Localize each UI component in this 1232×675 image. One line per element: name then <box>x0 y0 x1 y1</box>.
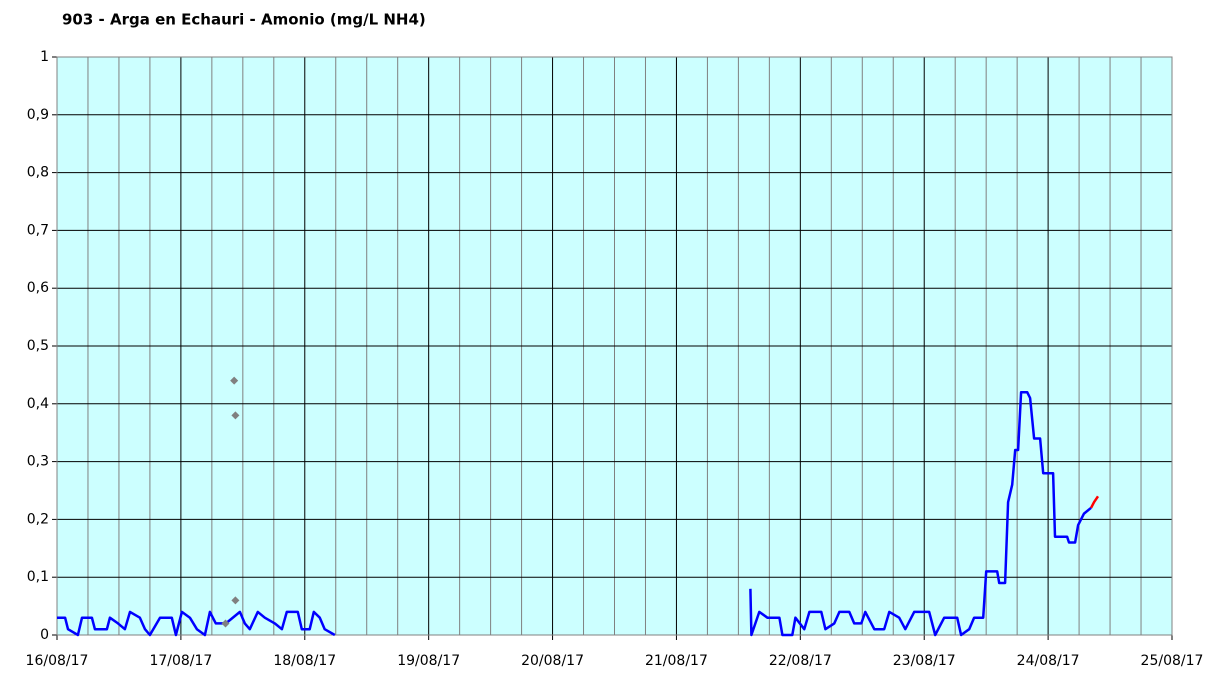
y-tick-label: 1 <box>40 49 49 65</box>
y-tick-label: 0,1 <box>27 569 49 585</box>
y-tick-label: 0,5 <box>27 338 49 354</box>
x-tick-label: 22/08/17 <box>769 653 832 669</box>
point <box>230 376 239 385</box>
line <box>57 390 1092 637</box>
y-tick-label: 0,4 <box>27 396 49 412</box>
x-tick-label: 16/08/17 <box>26 653 89 669</box>
x-tick-label: 17/08/17 <box>149 653 212 669</box>
x-tick-label: 21/08/17 <box>645 653 708 669</box>
y-tick-label: 0,9 <box>27 107 49 123</box>
point <box>221 619 230 628</box>
point <box>231 596 240 605</box>
point <box>231 411 240 420</box>
y-tick-label: 0 <box>40 627 49 643</box>
plot-border <box>56 56 1173 636</box>
x-tick-label: 20/08/17 <box>521 653 584 669</box>
line <box>1089 495 1100 509</box>
y-tick-label: 0,8 <box>27 165 49 181</box>
chart-title: 903 - Arga en Echauri - Amonio (mg/L NH4… <box>62 11 426 29</box>
y-tick-label: 0,3 <box>27 454 49 470</box>
x-tick-label: 25/08/17 <box>1141 653 1204 669</box>
x-tick-label: 18/08/17 <box>273 653 336 669</box>
x-tick-label: 23/08/17 <box>893 653 956 669</box>
x-tick-label: 19/08/17 <box>397 653 460 669</box>
x-tick-label: 24/08/17 <box>1017 653 1080 669</box>
y-tick-label: 0,6 <box>27 280 49 296</box>
y-tick-label: 0,2 <box>27 511 49 527</box>
y-tick-label: 0,7 <box>27 222 49 238</box>
